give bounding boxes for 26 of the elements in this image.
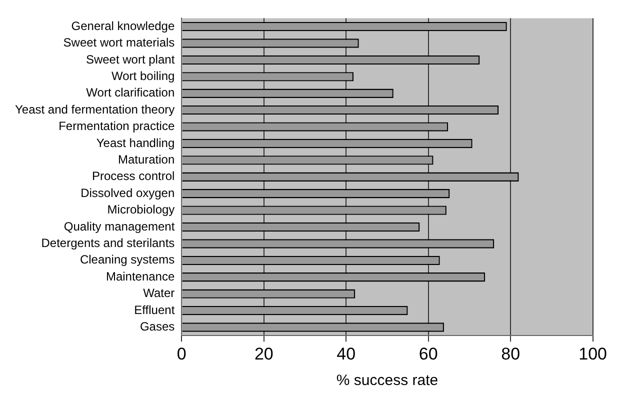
y-tick-label: Maintenance [106,269,175,284]
y-tick-label: Water [143,286,175,300]
x-tick-label: 40 [336,344,356,364]
y-tick-label: Yeast handling [96,136,175,150]
y-tick-label: Microbiology [107,202,175,217]
y-tick-label: Sweet wort plant [86,52,176,66]
x-tick-label: 20 [254,344,274,364]
y-tick-label: General knowledge [71,18,175,33]
y-tick-label: Yeast and fermentation theory [14,102,175,116]
x-tick-label: 80 [501,344,520,364]
y-tick-label: Dissolved oxygen [80,186,175,200]
x-tick-label: 0 [176,344,186,364]
y-tick-label: Sweet wort materials [63,36,175,50]
y-tick-label: Maturation [118,152,175,167]
x-tick-label: 100 [578,344,608,364]
x-tick-label: 60 [418,344,438,364]
y-tick-label: Effluent [134,302,176,317]
y-tick-label: Fermentation practice [58,119,175,134]
y-tick-label: Cleaning systems [80,252,175,267]
y-tick-label: Gases [140,320,175,334]
y-tick-label: Wort clarification [86,86,175,100]
y-tick-label: Process control [92,169,175,184]
x-axis-title: % success rate [336,372,438,390]
y-tick-label: Wort boiling [112,68,175,83]
y-tick-label: Detergents and sterilants [41,236,175,250]
y-tick-label: Quality management [64,219,176,234]
